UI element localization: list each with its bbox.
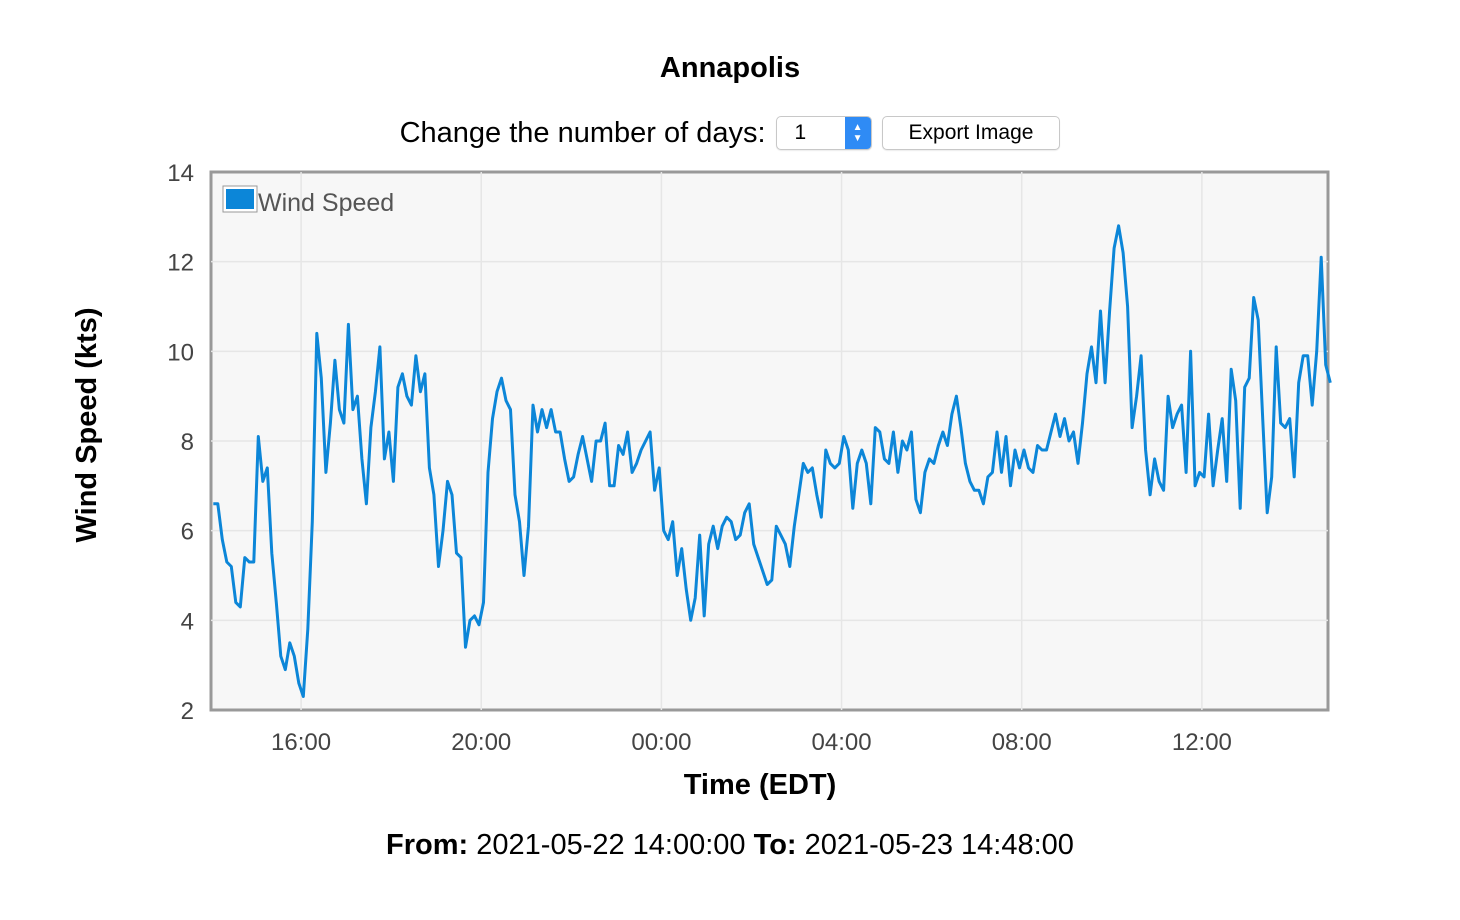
to-value: 2021-05-23 14:48:00 <box>804 829 1074 861</box>
from-label: From: <box>386 829 469 861</box>
x-tick-label: 16:00 <box>271 729 331 756</box>
chevron-updown-icon[interactable]: ▲ ▼ <box>844 117 871 149</box>
days-select-value: 1 <box>794 121 807 144</box>
y-tick-label: 6 <box>181 519 194 546</box>
x-tick-label: 12:00 <box>1172 729 1232 756</box>
legend-swatch <box>226 189 254 209</box>
x-tick-labels: 16:00 20:00 00:00 04:00 08:00 12:00 <box>271 729 1232 756</box>
x-axis-label: Time (EDT) <box>684 769 837 801</box>
to-label: To: <box>753 829 797 861</box>
y-tick-label: 4 <box>181 608 194 635</box>
days-label: Change the number of days: <box>399 116 766 149</box>
y-tick-label: 10 <box>167 339 194 366</box>
date-range: From: 2021-05-22 14:00:00 To: 2021-05-23… <box>0 829 1460 862</box>
x-tick-label: 20:00 <box>451 729 511 756</box>
y-tick-label: 12 <box>167 250 194 277</box>
y-tick-labels: 2 4 6 8 10 12 14 <box>167 160 194 725</box>
wind-speed-chart: 2 4 6 8 10 12 14 16:00 20:00 00:00 04:00 08:00 12:0… <box>71 160 1332 801</box>
export-image-button[interactable]: Export Image <box>881 116 1061 150</box>
y-gridlines <box>211 260 1328 622</box>
y-axis-label: Wind Speed (kts) <box>71 308 103 543</box>
y-tick-label: 2 <box>181 698 194 725</box>
x-tick-label: 08:00 <box>992 729 1052 756</box>
from-value: 2021-05-22 14:00:00 <box>476 829 746 861</box>
days-select[interactable]: 1 ▲ ▼ <box>775 116 872 150</box>
wind-speed-line <box>213 224 1332 698</box>
chart-title: Annapolis <box>659 52 801 84</box>
y-tick-label: 8 <box>181 429 194 456</box>
y-tick-label: 14 <box>167 160 194 187</box>
controls-bar: Change the number of days: 1 ▲ ▼ Export I… <box>0 116 1460 150</box>
x-tick-label: 00:00 <box>631 729 691 756</box>
x-tick-label: 04:00 <box>812 729 872 756</box>
legend-label: Wind Speed <box>258 189 394 217</box>
